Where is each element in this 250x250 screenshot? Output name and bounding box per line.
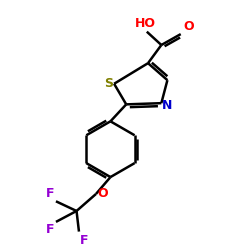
Text: F: F xyxy=(46,187,54,200)
Text: HO: HO xyxy=(135,17,156,30)
Text: O: O xyxy=(183,20,194,33)
Text: S: S xyxy=(104,77,113,90)
Text: O: O xyxy=(97,187,108,200)
Text: F: F xyxy=(80,234,89,246)
Text: F: F xyxy=(46,223,54,236)
Text: N: N xyxy=(162,99,172,112)
